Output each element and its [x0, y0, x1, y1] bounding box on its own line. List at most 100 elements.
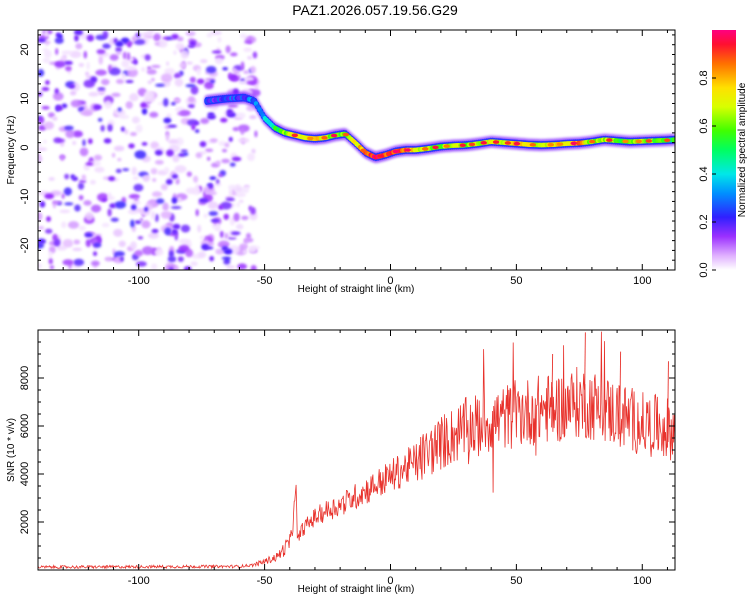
noise-blob	[218, 173, 223, 178]
noise-blob	[237, 263, 248, 270]
noise-blob	[244, 186, 249, 193]
noise-blob	[247, 56, 253, 60]
noise-blob-strong	[228, 74, 238, 81]
x-tick-label: 50	[510, 275, 522, 287]
noise-blob	[38, 225, 45, 230]
noise-blob-strong	[109, 203, 116, 209]
noise-blob	[90, 179, 96, 185]
noise-blob	[107, 124, 113, 132]
noise-blob	[235, 223, 244, 230]
trace-hotspot	[377, 154, 385, 158]
noise-blob	[205, 148, 214, 153]
trace-hotspot	[570, 141, 577, 146]
noise-blob	[41, 105, 50, 110]
noise-blob	[78, 194, 84, 201]
trace-hotspot	[404, 148, 411, 152]
noise-blob	[111, 152, 116, 158]
noise-blob	[250, 265, 257, 270]
noise-blob-strong	[209, 256, 215, 262]
y-tick-label: 2000	[19, 510, 31, 534]
noise-blob	[75, 43, 83, 50]
noise-blob-strong	[115, 40, 124, 48]
noise-blob	[139, 217, 144, 222]
noise-blob	[97, 117, 103, 122]
noise-blob	[174, 78, 184, 87]
noise-blob-strong	[209, 79, 216, 84]
noise-blob-strong	[231, 156, 242, 162]
noise-blob	[189, 76, 196, 84]
noise-blob-strong	[196, 78, 205, 85]
noise-blob-strong	[165, 178, 173, 185]
noise-blob-strong	[38, 238, 47, 245]
noise-blob	[170, 205, 182, 210]
snr-x-ticks: -100 -50 0 50 100	[37, 330, 668, 587]
noise-blob	[107, 208, 112, 217]
noise-blob	[38, 147, 48, 151]
trace-hotspot	[664, 138, 671, 143]
noise-blob-strong	[211, 50, 222, 54]
noise-blob	[63, 187, 72, 196]
noise-blob	[117, 157, 122, 162]
noise-blob-strong	[133, 59, 138, 65]
noise-blob	[200, 117, 210, 124]
trace-hotspot	[480, 141, 487, 145]
noise-blob	[151, 77, 155, 82]
noise-blob-strong	[218, 204, 224, 210]
noise-blob-strong	[178, 153, 186, 157]
noise-blob-strong	[209, 176, 217, 181]
noise-blob	[103, 176, 110, 180]
noise-blob	[131, 116, 140, 124]
chart-title: PAZ1.2026.057.19.56.G29	[292, 2, 458, 18]
noise-blob	[101, 222, 110, 228]
noise-blob	[208, 211, 219, 217]
noise-blob	[98, 55, 104, 65]
noise-blob	[135, 32, 141, 38]
noise-blob	[167, 255, 176, 263]
noise-blob	[90, 260, 100, 267]
noise-blob-strong	[194, 129, 200, 133]
noise-blob-strong	[171, 102, 176, 106]
noise-blob	[173, 50, 177, 55]
noise-blob	[64, 125, 74, 131]
noise-blob	[213, 182, 222, 187]
colorbar-tick-label: 0.2	[698, 214, 710, 229]
spectrogram-x-axis-label: Height of straight line (km)	[298, 284, 415, 295]
noise-blob-strong	[208, 183, 214, 190]
noise-blob	[114, 251, 125, 257]
noise-blob	[160, 183, 168, 191]
noise-blob	[160, 73, 173, 83]
noise-blob	[69, 90, 77, 96]
noise-blob	[147, 80, 153, 85]
noise-blob-strong	[172, 223, 181, 230]
noise-blob-strong	[191, 123, 196, 131]
noise-blob-strong	[120, 37, 130, 44]
noise-blob	[54, 37, 64, 44]
noise-blob	[85, 71, 90, 76]
y-tick-label: 8000	[19, 366, 31, 390]
noise-blob	[195, 209, 199, 217]
colorbar-tick-label: 0.8	[698, 70, 710, 85]
x-tick-label: -50	[257, 275, 273, 287]
noise-blob	[100, 124, 105, 132]
noise-blob	[162, 202, 169, 211]
noise-blob	[42, 48, 49, 52]
noise-blob	[78, 225, 86, 231]
noise-blob	[43, 139, 47, 144]
noise-blob	[188, 96, 195, 103]
noise-blob	[173, 264, 179, 270]
noise-blob	[108, 64, 112, 72]
noise-blob	[149, 111, 159, 118]
noise-blob	[160, 210, 172, 219]
y-tick-label: 10	[19, 92, 31, 104]
noise-blob	[172, 154, 180, 163]
noise-blob	[135, 124, 143, 133]
noise-blob-strong	[171, 174, 179, 179]
x-tick-label: 100	[633, 575, 651, 587]
trace-hotspot	[504, 141, 512, 145]
noise-blob	[130, 241, 137, 250]
noise-blob	[185, 83, 196, 88]
noise-blob	[143, 90, 155, 100]
noise-blob	[128, 194, 140, 199]
noise-blob	[239, 33, 247, 39]
